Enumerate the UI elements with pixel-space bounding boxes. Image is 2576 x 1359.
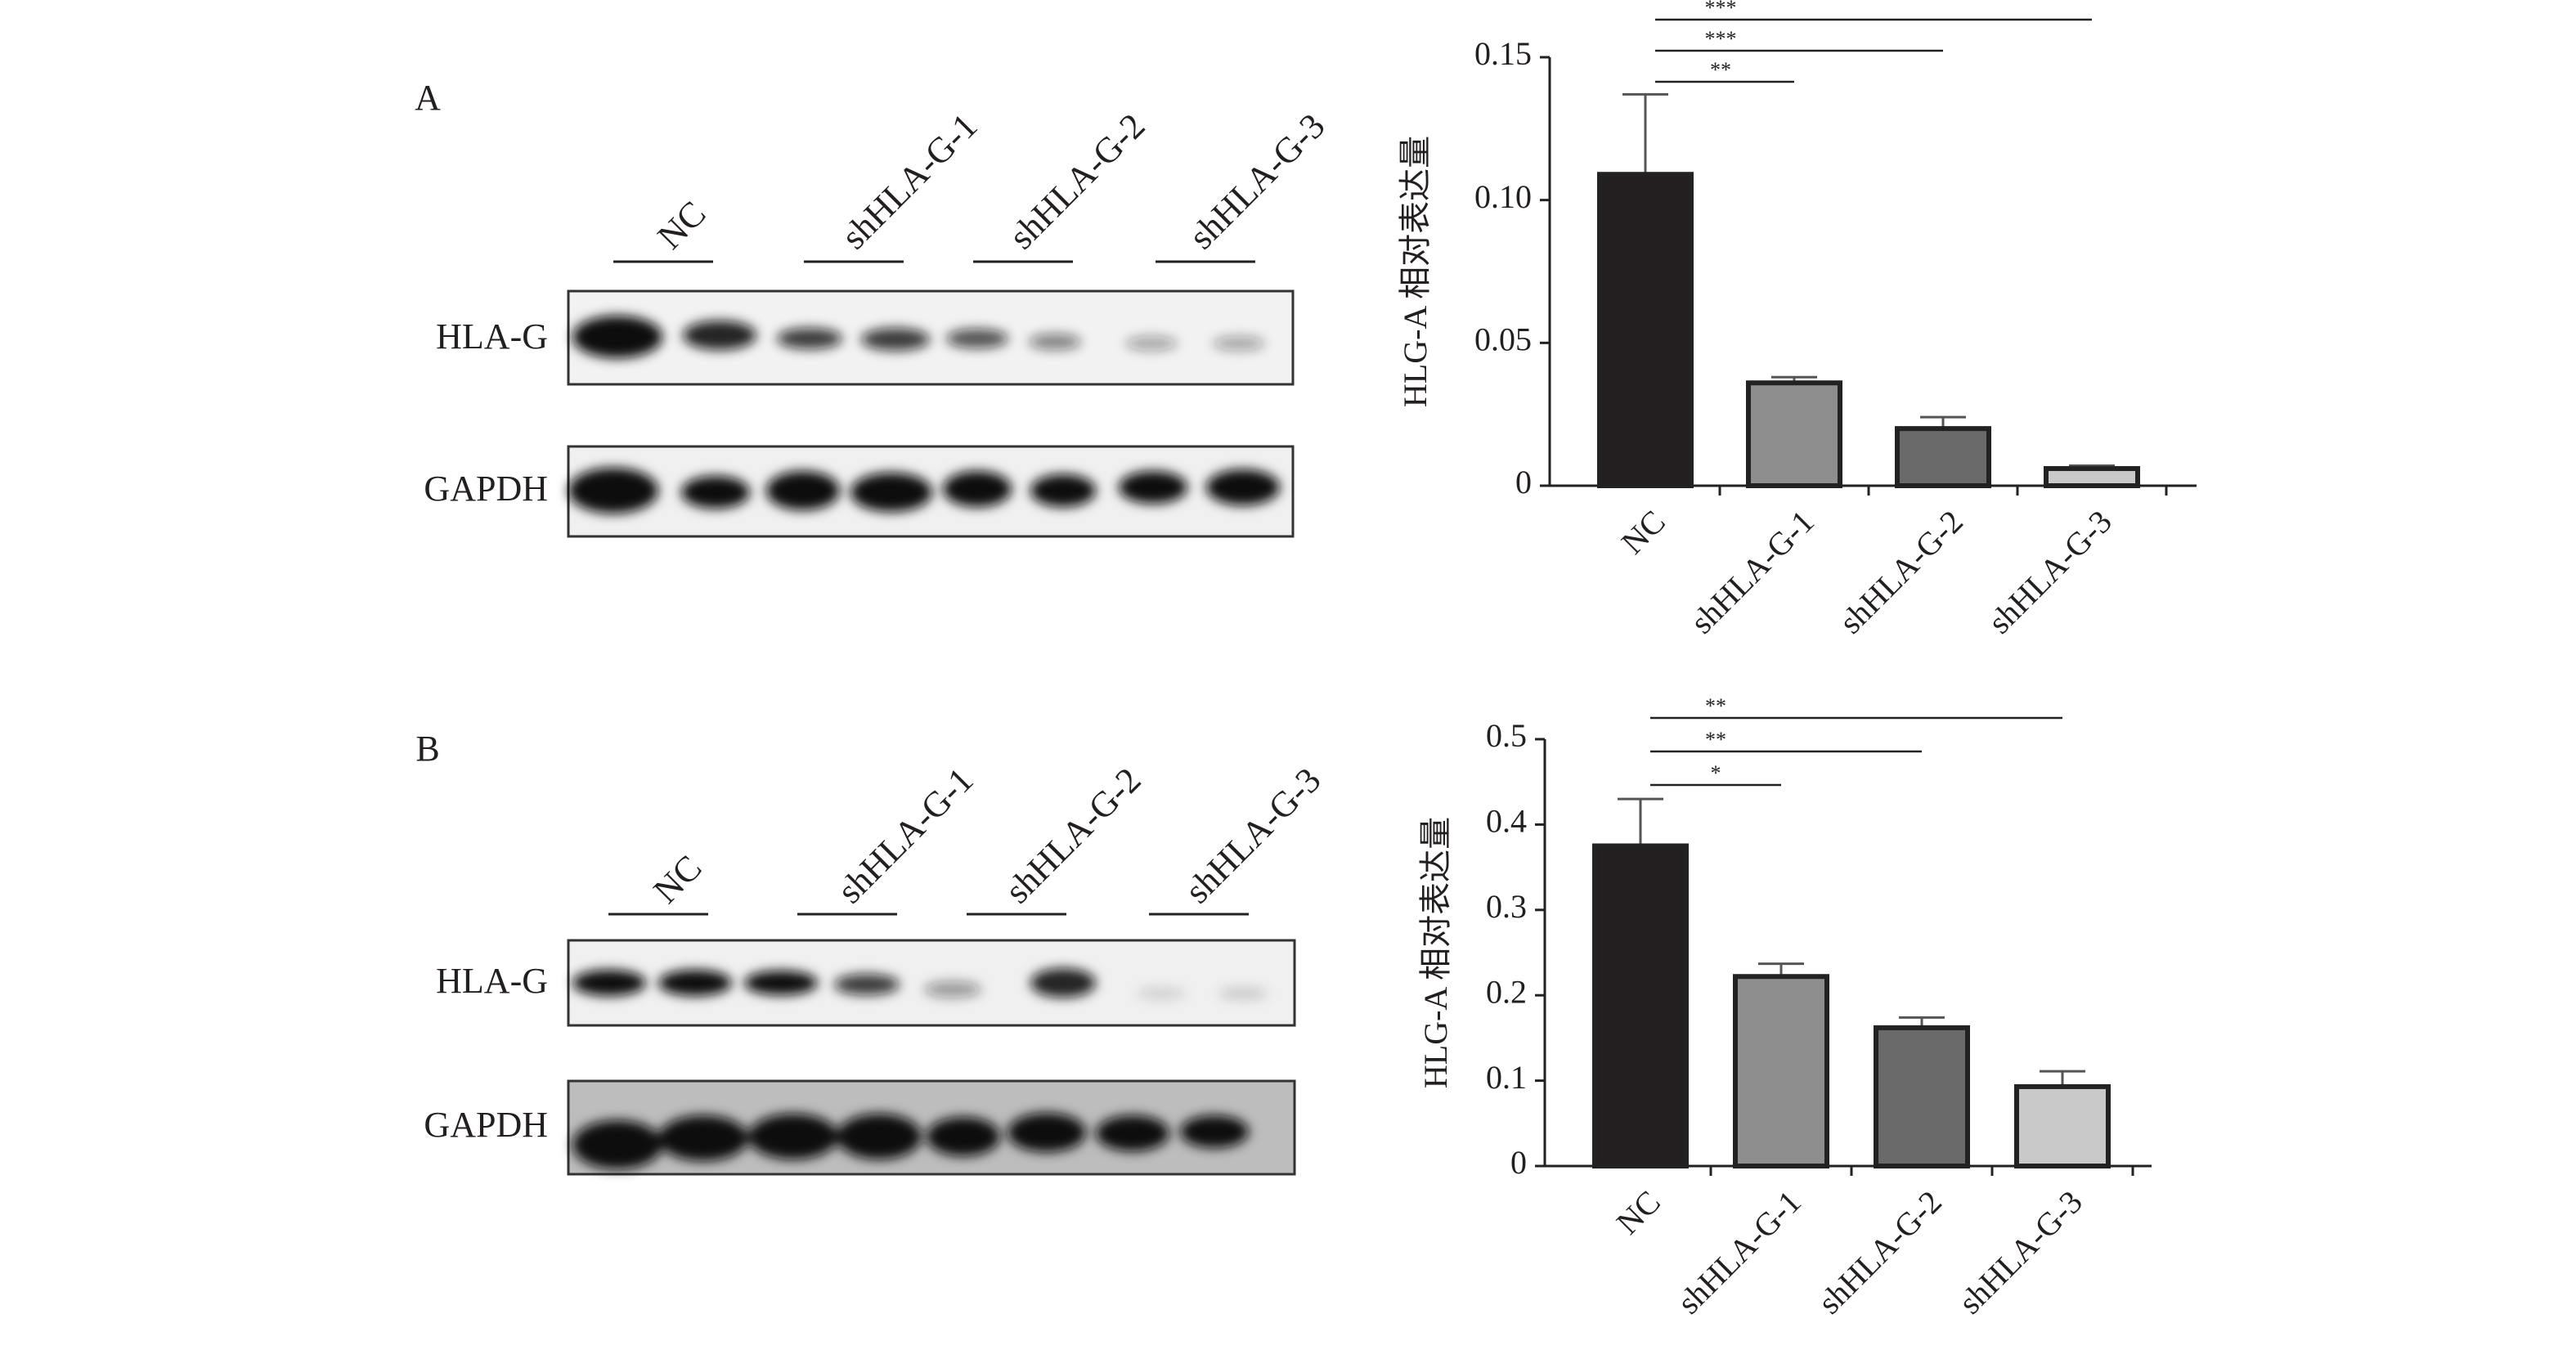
y-tick-label: 0 <box>1510 1144 1527 1181</box>
y-tick-label: 0 <box>1515 464 1532 500</box>
bar <box>1597 172 1694 489</box>
row-label: HLA-G <box>436 316 548 357</box>
bar <box>1895 426 1991 489</box>
blot-b <box>567 913 1296 1176</box>
panel-label: B <box>415 729 439 769</box>
bar <box>1733 974 1829 1169</box>
bar <box>1874 1025 1970 1168</box>
y-axis-label: HLG-A 相对表达量 <box>1397 136 1434 407</box>
bar <box>1592 843 1689 1168</box>
x-tick-label: NC <box>1614 503 1672 561</box>
lane-label: shHLA-G-3 <box>1182 105 1333 257</box>
x-tick-label: NC <box>1609 1183 1667 1241</box>
lane-label: shHLA-G-1 <box>830 760 981 911</box>
x-tick-label: shHLA-G-1 <box>1683 503 1821 641</box>
blot-a <box>567 260 1295 538</box>
lane-label: shHLA-G-3 <box>1178 760 1329 911</box>
y-tick-label: 0.3 <box>1486 888 1527 925</box>
x-tick-label: shHLA-G-2 <box>1832 503 1970 641</box>
lane-label: shHLA-G-2 <box>998 760 1149 911</box>
y-tick-label: 0.15 <box>1474 35 1532 72</box>
y-tick-label: 0.10 <box>1474 178 1532 215</box>
y-tick-label: 0.4 <box>1486 803 1527 840</box>
significance-label: ** <box>1705 694 1726 718</box>
x-tick-label: shHLA-G-3 <box>1981 503 2119 641</box>
significance-label: * <box>1711 761 1721 785</box>
y-axis-label: HLG-A 相对表达量 <box>1417 817 1454 1088</box>
x-tick-label: shHLA-G-1 <box>1670 1183 1808 1321</box>
significance-label: ** <box>1705 728 1726 751</box>
y-tick-label: 0.05 <box>1474 321 1532 358</box>
y-tick-label: 0.1 <box>1486 1059 1527 1096</box>
row-label: HLA-G <box>436 961 548 1001</box>
lane-label: shHLA-G-1 <box>834 105 985 257</box>
row-label: GAPDH <box>424 1105 548 1145</box>
lane-label: shHLA-G-2 <box>1002 105 1153 257</box>
lane-label: NC <box>646 847 710 911</box>
row-label: GAPDH <box>424 469 548 509</box>
significance-label: ** <box>1710 58 1731 82</box>
significance-label: *** <box>1705 0 1737 20</box>
bar <box>2044 466 2140 488</box>
panel-label: A <box>415 78 441 118</box>
significance-label: *** <box>1705 27 1737 51</box>
x-tick-label: shHLA-G-2 <box>1811 1183 1949 1321</box>
lane-label: NC <box>650 193 714 257</box>
bar <box>2014 1083 2111 1168</box>
y-tick-label: 0.5 <box>1486 717 1527 754</box>
bar <box>1746 380 1842 488</box>
y-tick-label: 0.2 <box>1486 973 1527 1010</box>
x-tick-label: shHLA-G-3 <box>1951 1183 2089 1321</box>
